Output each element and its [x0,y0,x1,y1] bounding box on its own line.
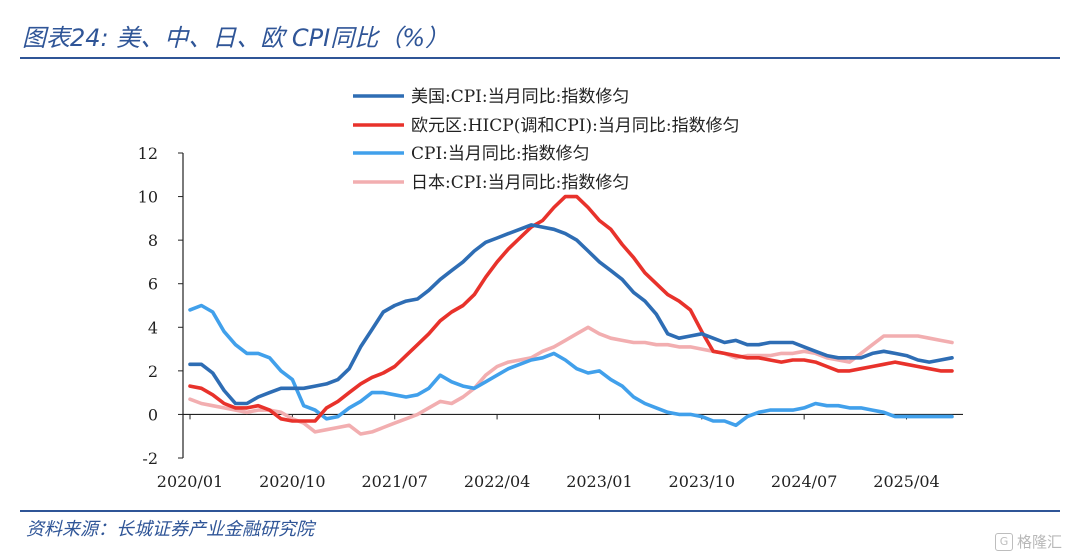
y-tick-label: -2 [142,449,158,468]
y-tick-label: 4 [148,318,158,337]
legend-label: 欧元区:HICP(调和CPI):当月同比:指数修匀 [411,116,740,136]
x-tick-label: 2023/01 [566,472,632,491]
x-tick-label: 2023/10 [669,472,735,491]
watermark: G 格隆汇 [994,531,1062,552]
header-divider [20,57,1060,59]
y-tick-label: 6 [148,275,158,294]
watermark-logo-icon: G [994,532,1013,551]
y-tick-label: 12 [138,144,158,163]
x-tick-label: 2022/04 [464,472,530,491]
legend-label: 日本:CPI:当月同比:指数修匀 [411,173,629,193]
chart-series [188,194,954,436]
legend-label: CPI:当月同比:指数修匀 [411,144,590,164]
chart-legend: 美国:CPI:当月同比:指数修匀欧元区:HICP(调和CPI):当月同比:指数修… [353,87,740,193]
y-tick-label: 2 [148,362,158,381]
legend-label: 美国:CPI:当月同比:指数修匀 [411,87,629,107]
watermark-text: 格隆汇 [1016,533,1062,551]
x-tick-label: 2025/04 [873,472,939,491]
series-line-0 [188,223,954,406]
series-line-3 [188,325,954,436]
y-tick-label: 10 [138,188,158,207]
series-line-1 [188,194,954,423]
series-line-2 [188,303,954,428]
y-tick-label: 8 [148,231,158,250]
source-note: 资料来源：长城证券产业金融研究院 [26,519,314,540]
footer-divider [20,510,1060,512]
x-tick-label: 2020/10 [259,472,325,491]
x-tick-label: 2021/07 [361,472,427,491]
chart-title: 图表24: 美、中、日、欧 CPI同比（%） [22,24,449,52]
x-tick-label: 2020/01 [157,472,223,491]
x-tick-label: 2024/07 [771,472,837,491]
y-tick-label: 0 [148,405,158,424]
chart-axes: -2 0 2 4 6 8 10 12 2020/01 2020/10 2021/07 2022/04 2… [138,144,963,491]
